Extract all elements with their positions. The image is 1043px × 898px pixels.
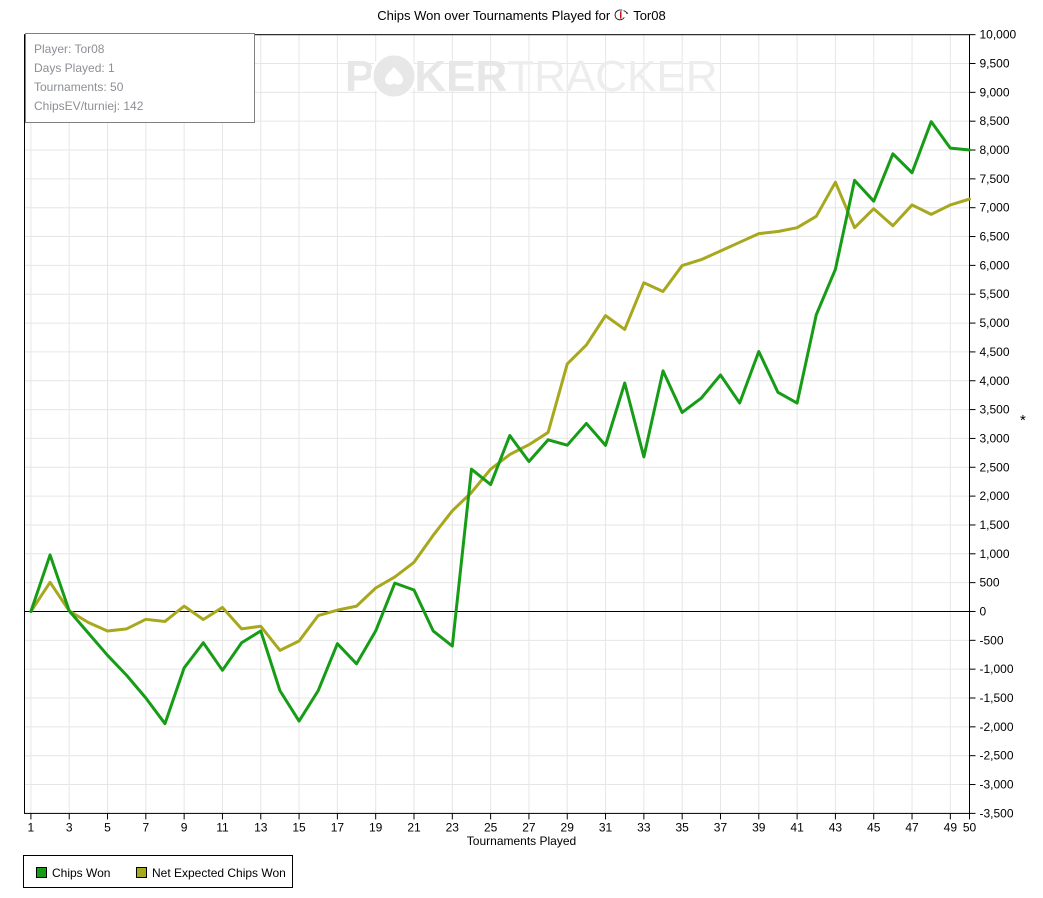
svg-text:27: 27 [522,820,536,834]
svg-text:2,500: 2,500 [980,460,1010,474]
svg-text:17: 17 [331,820,345,834]
svg-text:45: 45 [867,820,881,834]
svg-text:9,500: 9,500 [980,56,1010,70]
svg-text:1,000: 1,000 [980,547,1010,561]
svg-text:33: 33 [637,820,651,834]
svg-text:-3,000: -3,000 [980,778,1014,792]
svg-text:43: 43 [829,820,843,834]
svg-text:35: 35 [675,820,689,834]
svg-text:-1,500: -1,500 [980,691,1014,705]
svg-text:9,000: 9,000 [980,85,1010,99]
svg-text:4,000: 4,000 [980,374,1010,388]
svg-text:3,500: 3,500 [980,403,1010,417]
svg-text:49: 49 [944,820,958,834]
svg-text:5,500: 5,500 [980,287,1010,301]
svg-text:3: 3 [66,820,73,834]
svg-text:19: 19 [369,820,383,834]
svg-text:37: 37 [714,820,728,834]
svg-text:29: 29 [561,820,575,834]
svg-text:50: 50 [963,820,977,834]
svg-text:41: 41 [790,820,804,834]
svg-text:10,000: 10,000 [980,28,1017,42]
svg-text:7,000: 7,000 [980,201,1010,215]
svg-text:500: 500 [980,576,1000,590]
svg-text:15: 15 [292,820,306,834]
svg-text:7: 7 [142,820,149,834]
svg-text:47: 47 [905,820,919,834]
svg-text:6,000: 6,000 [980,258,1010,272]
svg-text:21: 21 [407,820,421,834]
svg-text:11: 11 [216,820,229,834]
svg-text:7,500: 7,500 [980,172,1010,186]
svg-text:13: 13 [254,820,268,834]
svg-text:25: 25 [484,820,498,834]
svg-text:-3,500: -3,500 [980,806,1014,820]
svg-text:5,000: 5,000 [980,316,1010,330]
svg-text:-2,500: -2,500 [980,749,1014,763]
svg-text:1,500: 1,500 [980,518,1010,532]
svg-text:1: 1 [28,820,35,834]
svg-text:23: 23 [446,820,460,834]
svg-text:31: 31 [599,820,613,834]
svg-text:4,500: 4,500 [980,345,1010,359]
svg-text:-1,000: -1,000 [980,662,1014,676]
svg-text:6,500: 6,500 [980,230,1010,244]
svg-text:5: 5 [104,820,111,834]
svg-text:0: 0 [980,604,987,618]
svg-text:39: 39 [752,820,766,834]
svg-text:8,000: 8,000 [980,143,1010,157]
svg-text:9: 9 [181,820,188,834]
svg-text:3,000: 3,000 [980,431,1010,445]
svg-text:-2,000: -2,000 [980,720,1014,734]
svg-text:-500: -500 [980,633,1004,647]
svg-text:2,000: 2,000 [980,489,1010,503]
svg-text:8,500: 8,500 [980,114,1010,128]
